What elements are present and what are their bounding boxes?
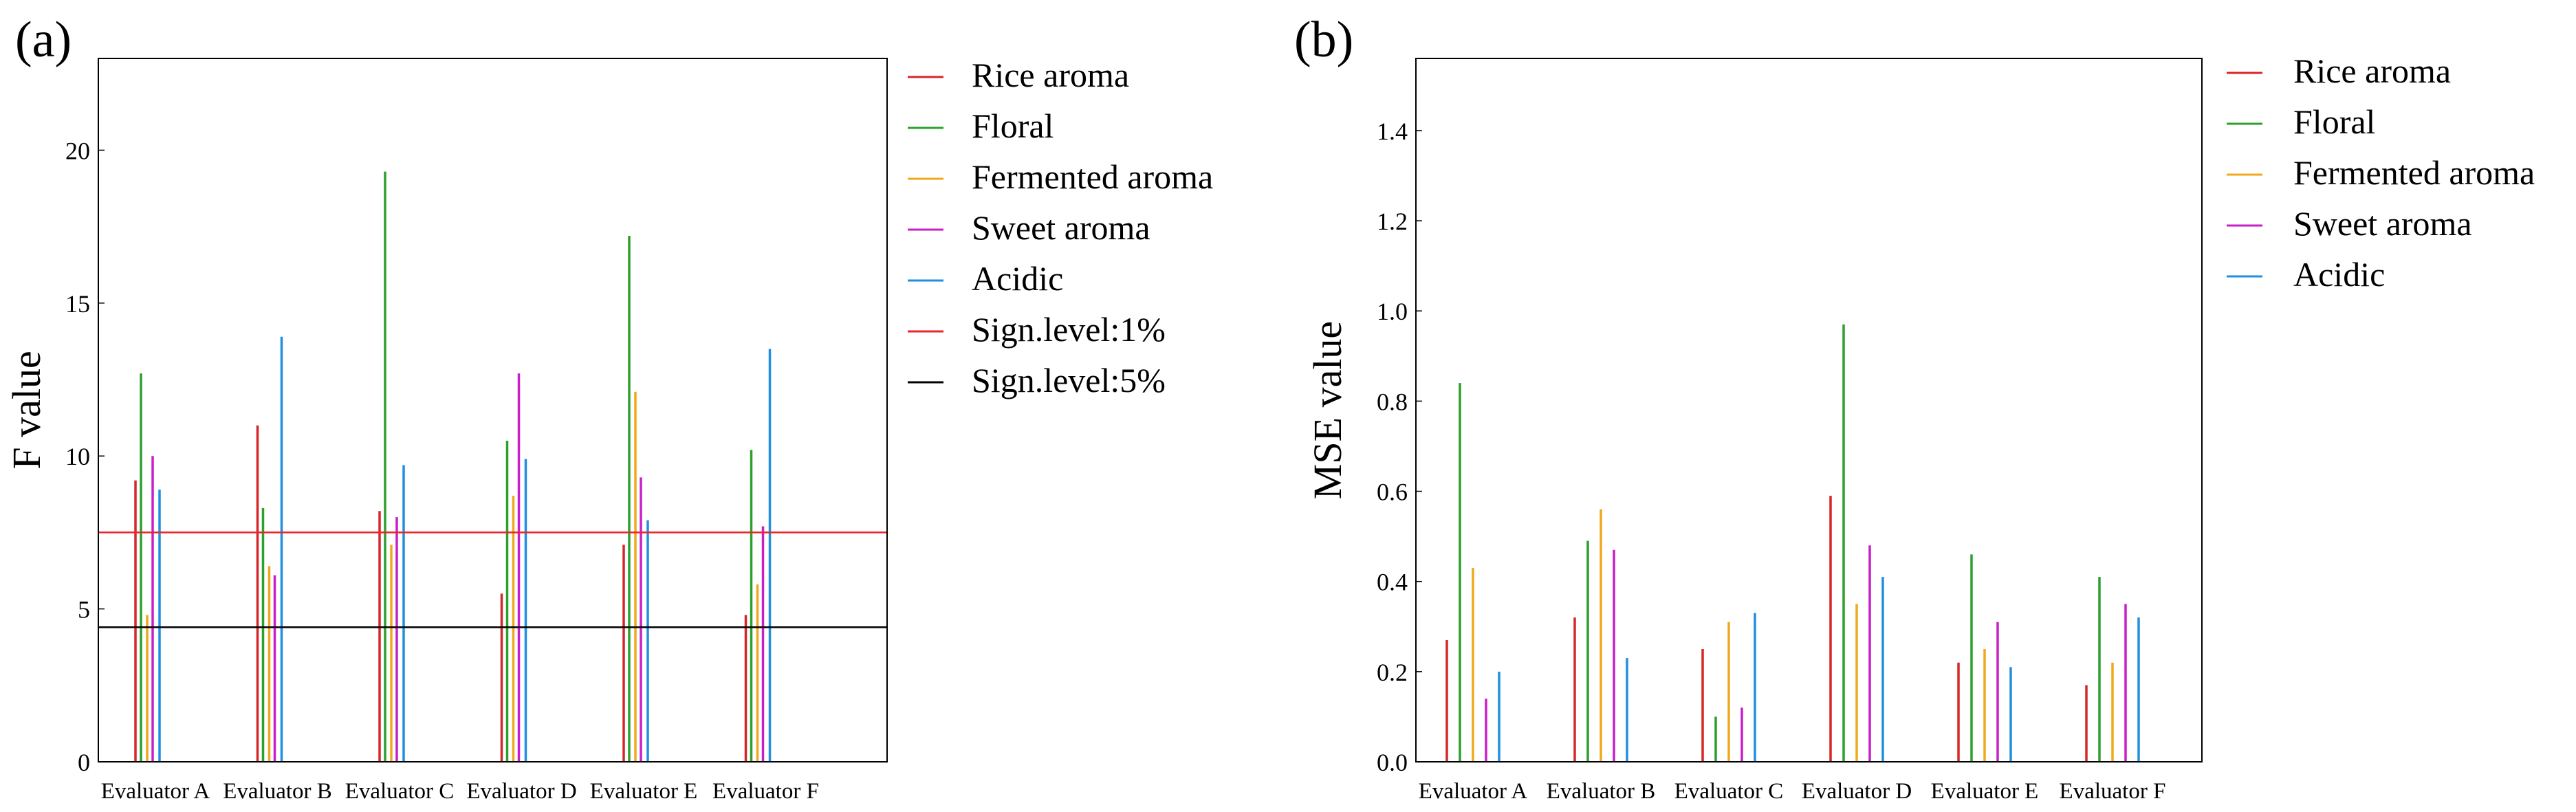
legend-label-rice-aroma: Rice aroma xyxy=(972,56,1129,94)
legend-label-fermented-aroma: Fermented aroma xyxy=(972,157,1213,196)
x-tick-label: Evaluator A xyxy=(101,779,210,804)
legend-label-floral: Floral xyxy=(972,107,1054,145)
y-tick-label: 10 xyxy=(65,443,90,470)
x-tick-label: Evaluator A xyxy=(1419,779,1528,804)
y-tick-label: 15 xyxy=(65,290,90,318)
x-tick-label: Evaluator E xyxy=(590,779,698,804)
y-tick-label: 0.6 xyxy=(1377,479,1408,506)
y-tick-label: 0.0 xyxy=(1377,749,1408,776)
y-tick-label: 0 xyxy=(78,749,90,776)
legend-label-sign-level-1: Sign.level:1% xyxy=(972,310,1166,349)
legend-label-floral: Floral xyxy=(2293,102,2375,141)
x-tick-label: Evaluator D xyxy=(1802,779,1912,804)
legend: Rice aroma Floral Fermented aroma Sweet aro… xyxy=(2227,52,2535,294)
legend-label-sign-level-5: Sign.level:5% xyxy=(972,361,1166,399)
legend-label-acidic: Acidic xyxy=(2293,255,2385,294)
x-tick-label: Evaluator C xyxy=(345,779,455,804)
y-axis-label: MSE value xyxy=(1305,321,1350,499)
legend-label-sweet-aroma: Sweet aroma xyxy=(2293,204,2472,243)
plot-frame xyxy=(1415,58,2203,762)
legend: Rice aroma Floral Fermented aroma Sweet aro… xyxy=(908,56,1213,399)
y-tick-label: 1.0 xyxy=(1377,298,1408,325)
x-tick-label: Evaluator B xyxy=(1547,779,1656,804)
plot-frame xyxy=(98,58,888,762)
panel-label: (b) xyxy=(1294,12,1353,68)
y-tick-label: 0.8 xyxy=(1377,388,1408,415)
legend-label-rice-aroma: Rice aroma xyxy=(2293,52,2451,90)
x-tick-label: Evaluator E xyxy=(1931,779,2039,804)
x-tick-label: Evaluator B xyxy=(223,779,332,804)
x-tick-label: Evaluator D xyxy=(466,779,576,804)
y-tick-label: 1.4 xyxy=(1377,118,1408,145)
y-tick-label: 0.2 xyxy=(1377,659,1408,686)
legend-label-sweet-aroma: Sweet aroma xyxy=(972,208,1150,247)
chart-panel-b: (b) MSE value 0.0 0.2 0.4 0.6 0.8 1.0 1.2 1.4 Eval… xyxy=(1294,12,2535,804)
legend-label-acidic: Acidic xyxy=(972,259,1063,298)
y-axis-label: F value xyxy=(4,351,49,469)
x-tick-label: Evaluator F xyxy=(712,779,819,804)
y-tick-label: 1.2 xyxy=(1377,208,1408,235)
chart-panel-a: (a) F value 0 5 10 15 20 Evaluator A Evaluator B… xyxy=(4,12,1213,804)
legend-label-fermented-aroma: Fermented aroma xyxy=(2293,153,2535,192)
y-tick-label: 0.4 xyxy=(1377,569,1408,596)
panel-label: (a) xyxy=(15,12,72,68)
y-tick-label: 5 xyxy=(78,596,90,624)
x-tick-label: Evaluator F xyxy=(2060,779,2166,804)
y-tick-label: 20 xyxy=(65,137,90,164)
x-tick-label: Evaluator C xyxy=(1674,779,1784,804)
